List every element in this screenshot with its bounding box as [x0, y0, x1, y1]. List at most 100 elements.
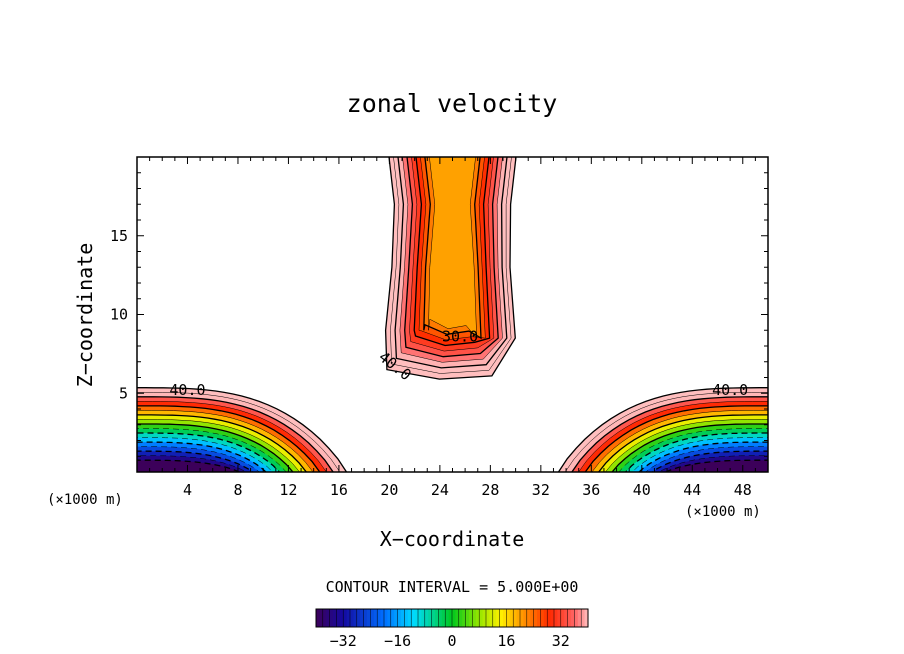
x-tick-labels: 4 8 12 16 20 24 28 32 36 40 44 48 [183, 481, 752, 499]
colorbar-swatch [431, 609, 436, 627]
colorbar-swatch [482, 609, 487, 627]
left-jet-contour [137, 401, 327, 472]
colorbar-swatch [448, 609, 453, 627]
colorbar-swatch [333, 609, 337, 627]
contour-label: 40.0 [712, 381, 748, 399]
colorbar-swatch [496, 609, 501, 627]
colorbar-swatch [407, 609, 412, 627]
left-jet-contour [137, 396, 334, 472]
x-tick-label: 36 [582, 481, 600, 499]
x-tick-label: 40 [633, 481, 651, 499]
colorbar-swatch [319, 609, 324, 627]
upper-jet-contour [404, 157, 499, 358]
colorbar-swatch [363, 609, 368, 627]
right-jet-contour [632, 437, 768, 472]
right-jet-contour [557, 387, 768, 472]
right-jet-contour [665, 459, 768, 472]
x-tick-label: 32 [532, 481, 550, 499]
colorbar-swatch [367, 609, 371, 627]
colorbar-swatch [390, 609, 395, 627]
contour-lines [137, 157, 768, 472]
right-jet-contour [658, 455, 768, 472]
right-jet-contour [598, 414, 768, 472]
axis-ticks [137, 157, 768, 472]
colorbar [315, 608, 589, 628]
colorbar-swatch [577, 609, 582, 627]
colorbar-swatch [322, 609, 327, 627]
colorbar-tick-label: −16 [384, 632, 411, 650]
contour-labels: 40.0 40.030.040.0 [169, 328, 748, 400]
colorbar-swatch [438, 609, 443, 627]
left-jet-contour [137, 450, 254, 472]
upper-jet-contour [428, 157, 477, 339]
colorbar-swatch [557, 609, 562, 627]
colorbar-swatch [329, 609, 334, 627]
x-axis-label: X−coordinate [380, 527, 525, 551]
left-jet-contour [137, 392, 341, 472]
colorbar-swatch [533, 609, 538, 627]
colorbar-swatch [509, 609, 514, 627]
colorbar-swatch [543, 609, 548, 627]
colorbar-swatch [360, 609, 365, 627]
colorbar-swatch [370, 609, 375, 627]
colorbar-swatch [513, 609, 518, 627]
colorbar-swatch [377, 609, 382, 627]
colorbar-swatch [384, 609, 388, 627]
colorbar-swatch [401, 609, 405, 627]
colorbar-swatch [526, 609, 531, 627]
colorbar-swatch [520, 609, 524, 627]
colorbar-swatch [411, 609, 416, 627]
colorbar-swatch [435, 609, 439, 627]
x-tick-label: 12 [279, 481, 297, 499]
left-jet-contour [137, 437, 273, 472]
colorbar-swatch [455, 609, 460, 627]
colorbar-tick-label: −32 [330, 632, 357, 650]
colorbar-swatch [567, 609, 572, 627]
colorbar-swatch [564, 609, 569, 627]
left-jet-contour [137, 405, 321, 472]
colorbar-swatch [486, 609, 490, 627]
x-tick-label: 16 [330, 481, 348, 499]
x-tick-label: 4 [183, 481, 192, 499]
colorbar-swatch [516, 609, 521, 627]
y-tick-label: 5 [119, 384, 128, 402]
upper-jet-contour [390, 157, 512, 374]
contour-interval: CONTOUR INTERVAL = 5.000E+00 [326, 578, 579, 596]
colorbar-swatch [540, 609, 545, 627]
colorbar-swatch [506, 609, 511, 627]
upper-jet-contour [418, 157, 486, 341]
left-jet-contour [137, 441, 267, 472]
colorbar-swatch [492, 609, 497, 627]
colorbar-swatch [418, 609, 422, 627]
upper-jet-contour [399, 157, 503, 363]
left-jet-contour [137, 432, 281, 472]
colorbar-swatch [472, 609, 477, 627]
colorbar-swatch [387, 609, 392, 627]
colorbar-swatch [346, 609, 351, 627]
right-jet-contour [578, 401, 768, 472]
colorbar-swatch [523, 609, 528, 627]
colorbar-swatch [503, 609, 507, 627]
right-jet-contour [638, 441, 768, 472]
colorbar-swatch [394, 609, 399, 627]
colorbar-swatch [350, 609, 354, 627]
contour-label: 40.0 [169, 381, 205, 399]
y-tick-label: 15 [110, 227, 128, 245]
colorbar-frame [315, 608, 589, 628]
colorbar-swatch [469, 609, 473, 627]
left-jet-contour [137, 428, 287, 472]
colorbar-swatch [421, 609, 426, 627]
x-tick-label: 24 [431, 481, 449, 499]
colorbar-swatch [537, 609, 541, 627]
colorbar-swatch [530, 609, 535, 627]
upper-jet-contour [413, 157, 491, 347]
upper-jet-contour [409, 157, 495, 352]
colorbar-swatch [380, 609, 385, 627]
right-jet-contour [564, 392, 768, 472]
colorbar-swatch [550, 609, 555, 627]
colorbar-swatch [571, 609, 575, 627]
colorbar-swatch [584, 609, 589, 627]
x-tick-label: 20 [380, 481, 398, 499]
colorbar-swatch [462, 609, 467, 627]
